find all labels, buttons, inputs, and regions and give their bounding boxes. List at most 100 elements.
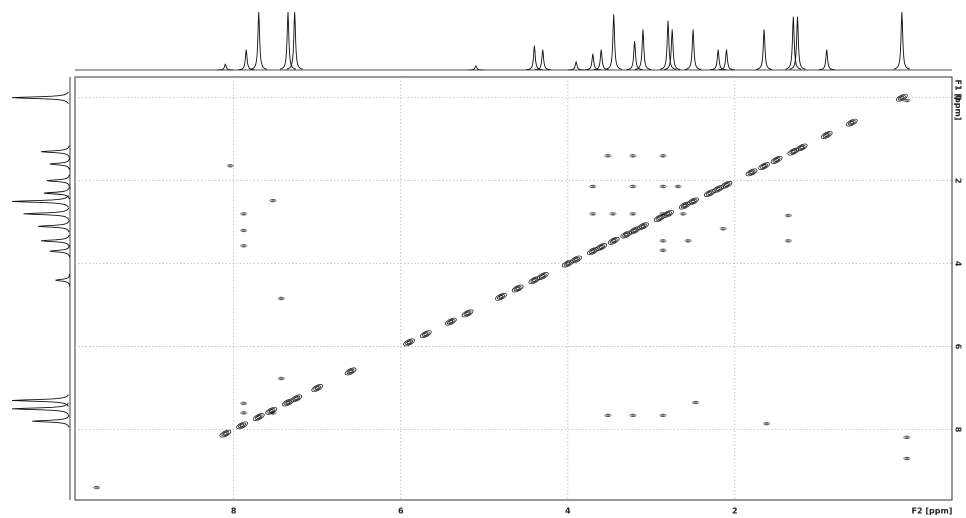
contour-level: [265, 406, 278, 415]
peak-contour: [252, 413, 265, 421]
contour-level: [786, 214, 790, 217]
peak-contour: [679, 212, 687, 216]
peak-contour: [282, 398, 294, 407]
contour-level: [598, 245, 604, 249]
peak-contour: [595, 243, 608, 251]
y-axis-label: F1 [ppm]: [954, 80, 963, 121]
contour-level: [595, 243, 608, 251]
contour-level: [661, 240, 665, 242]
y-tick-label: 0: [954, 95, 963, 101]
contour-level: [561, 259, 574, 268]
contour-level: [678, 201, 691, 210]
peak-contour: [662, 209, 674, 218]
peak-contour: [629, 413, 637, 418]
contour-level: [629, 184, 637, 189]
contour-level: [421, 331, 430, 337]
peak-contour: [589, 212, 597, 216]
x-tick-label: 6: [398, 507, 404, 516]
contour-level: [659, 184, 667, 189]
contour-level: [605, 154, 611, 157]
peak-contour: [659, 154, 667, 158]
peak-contour: [745, 168, 758, 177]
contour-level: [799, 145, 804, 150]
peak-contour: [659, 248, 667, 252]
contour-level: [606, 155, 610, 157]
contour-level: [570, 255, 582, 264]
peak-contour: [461, 309, 474, 318]
contour-level: [905, 99, 909, 102]
contour-level: [758, 162, 770, 171]
contour-level: [448, 320, 454, 324]
contour-level: [720, 180, 733, 189]
contour-level: [242, 245, 246, 247]
contour-level: [461, 309, 474, 318]
peak-contour: [445, 317, 457, 326]
peak-contour: [659, 239, 667, 243]
contour-level: [630, 414, 636, 417]
projection-peak: [664, 29, 681, 70]
contour-level: [686, 240, 690, 242]
contour-level: [271, 199, 275, 202]
peak-contour: [609, 212, 617, 216]
contour-level: [629, 212, 637, 216]
contour-level: [285, 400, 291, 405]
contour-level: [653, 214, 666, 222]
contour-level: [795, 143, 808, 152]
contour-level: [221, 430, 230, 437]
contour-level: [240, 228, 248, 233]
contour-level: [682, 203, 687, 208]
contour-level: [903, 99, 911, 103]
contour-level: [610, 212, 616, 215]
peak-contour: [536, 272, 549, 280]
contour-level: [242, 229, 246, 232]
contour-level: [903, 456, 911, 461]
contour-level: [238, 422, 246, 429]
contour-level: [659, 154, 667, 158]
contour-level: [622, 231, 631, 238]
peak-contour: [620, 230, 633, 239]
contour-level: [676, 185, 680, 188]
peak-contour: [277, 296, 285, 301]
contour-level: [674, 184, 682, 189]
contour-level: [591, 185, 595, 188]
x-tick-label: 2: [732, 507, 738, 516]
contour-level: [760, 163, 768, 169]
contour-level: [279, 297, 283, 300]
contour-level: [785, 239, 791, 242]
contour-level: [655, 215, 664, 221]
contour-level: [611, 239, 617, 243]
contour-level: [630, 212, 636, 215]
peak-contour: [93, 485, 101, 490]
contour-level: [252, 413, 265, 421]
contour-level: [680, 202, 689, 209]
x-axis-label: F2 [ppm]: [912, 507, 953, 516]
contour-level: [609, 212, 617, 216]
contour-level: [95, 486, 99, 489]
projection-peak: [534, 49, 551, 71]
peak-contour: [674, 184, 682, 189]
contour-level: [236, 421, 248, 430]
projection-peak: [40, 145, 70, 158]
contour-level: [896, 93, 908, 102]
projection-peak: [755, 29, 773, 70]
contour-level: [715, 187, 721, 191]
contour-level: [712, 185, 724, 193]
projection-peak: [46, 174, 70, 187]
projection-peak: [710, 49, 727, 71]
contour-level: [445, 317, 457, 326]
contour-level: [903, 435, 911, 440]
contour-level: [256, 415, 262, 419]
peak-contour: [703, 189, 716, 198]
contour-level: [271, 412, 275, 414]
contour-level: [565, 262, 571, 266]
x-tick-label: 8: [231, 507, 237, 516]
contour-level: [628, 226, 641, 235]
contour-level: [774, 158, 779, 162]
contour-level: [904, 457, 910, 460]
peak-contour: [269, 198, 277, 203]
contour-level: [240, 401, 248, 405]
peak-contour: [269, 411, 277, 415]
peak-contour: [763, 422, 771, 426]
peak-contour: [687, 197, 699, 206]
contour-level: [254, 414, 263, 420]
